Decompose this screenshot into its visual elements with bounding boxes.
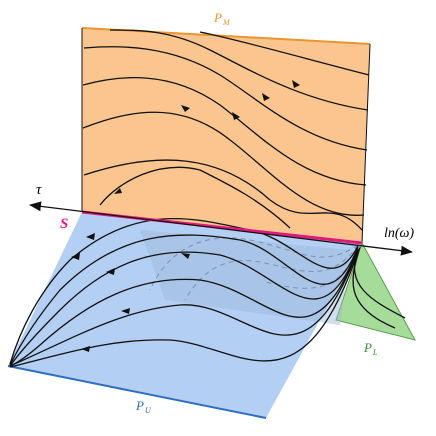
omega-label: ln(ω)	[384, 226, 414, 241]
dashed-line	[149, 237, 359, 291]
flow-line	[9, 249, 359, 367]
flow-line	[82, 77, 367, 186]
flow-line	[82, 111, 365, 216]
dashed-line	[184, 244, 359, 301]
flow-line	[83, 46, 368, 151]
flow-line	[99, 166, 291, 229]
plane-l	[335, 241, 416, 341]
flow-line	[83, 159, 363, 231]
flow-lines-u	[9, 217, 359, 368]
plane-edge	[7, 365, 267, 419]
flow-line	[352, 246, 396, 329]
surface-label: S	[60, 216, 68, 232]
plane-m-sub: M	[222, 18, 231, 27]
flow-line	[9, 247, 359, 367]
flow-line	[9, 234, 359, 366]
plane-u-sub: U	[145, 406, 152, 415]
omega-axis	[199, 225, 413, 256]
tau-label: τ	[36, 182, 42, 198]
tau-axis	[29, 201, 201, 227]
plane-shadow	[140, 230, 350, 325]
flow-line	[199, 31, 370, 76]
plane-m-label: P	[213, 10, 222, 25]
plane-l-label: P	[363, 340, 372, 355]
plane-edge	[361, 43, 371, 244]
flow-line	[9, 248, 359, 367]
flow-line	[9, 217, 359, 365]
flow-line	[9, 251, 359, 368]
plane-u-label: P	[135, 398, 144, 413]
flow-lines-m	[82, 29, 370, 231]
plane-l-sub: L	[372, 348, 378, 357]
flow-line	[109, 29, 369, 111]
plane-u	[8, 212, 362, 418]
plane-m	[82, 28, 370, 243]
